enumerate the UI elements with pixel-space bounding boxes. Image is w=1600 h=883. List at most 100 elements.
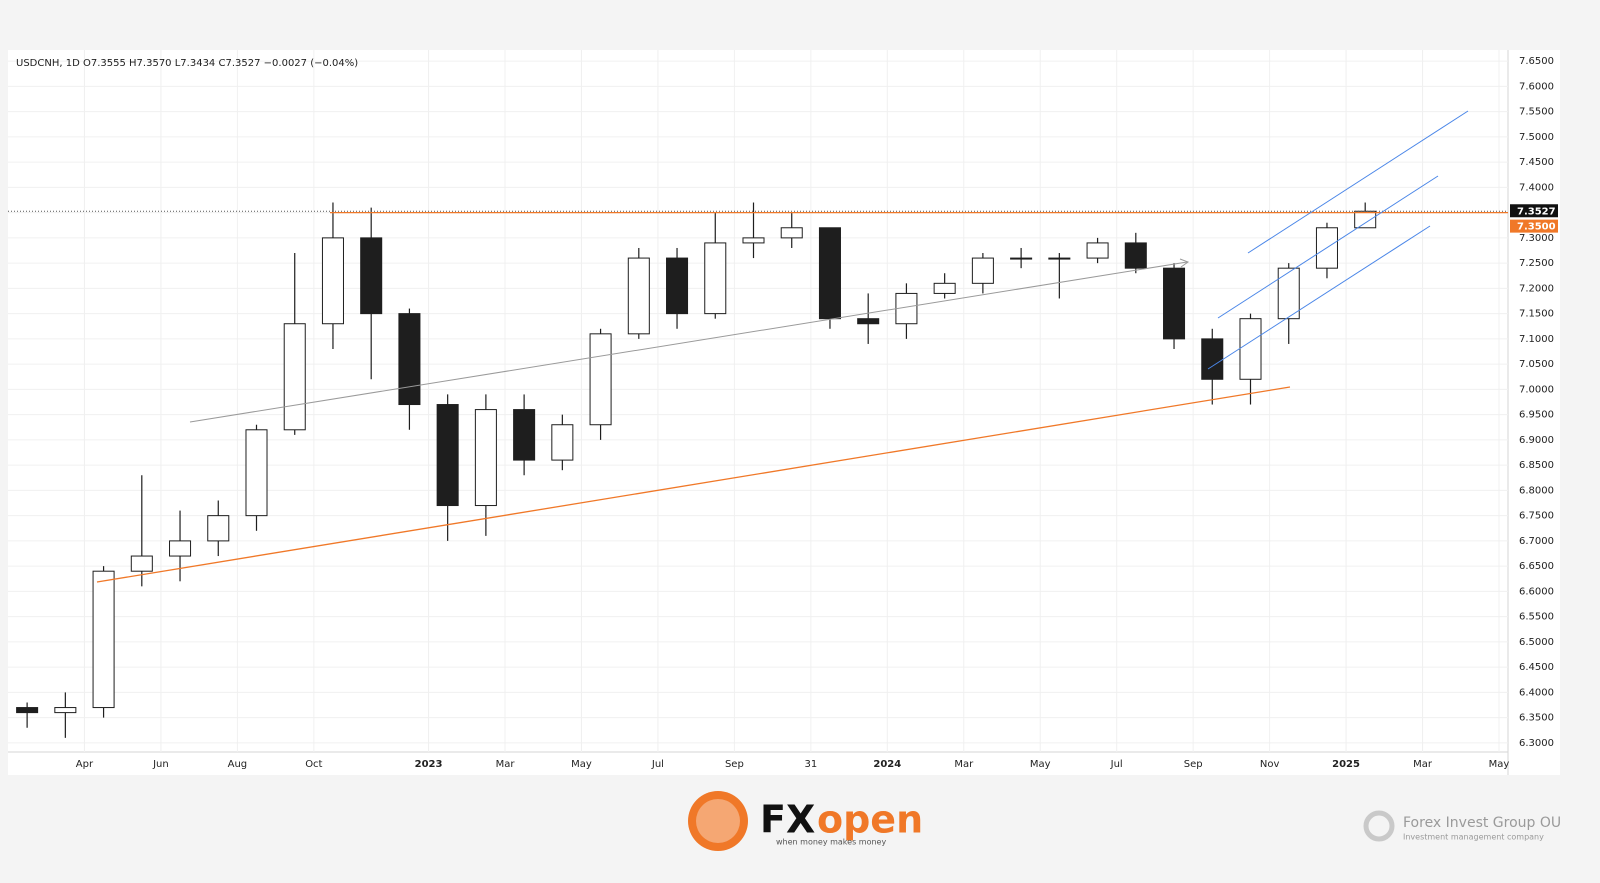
y-tick-label: 6.7000: [1519, 536, 1554, 547]
candle-body: [1086, 242, 1109, 259]
arrow-head: [1179, 258, 1190, 268]
y-tick-label: 6.7500: [1519, 511, 1554, 522]
tagline: when money makes money: [776, 838, 886, 847]
candle-body: [704, 242, 727, 315]
y-tick-label: 7.5500: [1519, 107, 1554, 118]
chart-background: [8, 50, 1560, 775]
y-tick-label: 6.8000: [1519, 485, 1554, 496]
candle-body: [1354, 210, 1377, 229]
y-tick-label: 7.6500: [1519, 56, 1554, 67]
channel-lower: [1207, 225, 1431, 370]
candle-body: [169, 540, 192, 557]
company: Forex Invest Group OU: [1403, 815, 1561, 831]
x-tick-label: Jul: [651, 759, 664, 770]
company-logo: [1363, 810, 1395, 842]
ohlc-value: H7.3570: [129, 58, 172, 69]
candle-body: [54, 707, 77, 714]
symbol: USDCNH, 1D: [16, 58, 80, 69]
last-price-label: 7.3527: [1517, 206, 1556, 217]
y-tick-label: 7.6000: [1519, 81, 1554, 92]
candle-body: [360, 237, 383, 315]
x-tick-label: 2023: [415, 759, 443, 770]
ohlc-value: O7.3555: [83, 58, 126, 69]
y-tick-label: 6.3000: [1519, 738, 1554, 749]
x-tick-label: Sep: [1184, 759, 1203, 770]
logo-emblem: [688, 791, 748, 851]
y-tick-label: 6.3500: [1519, 713, 1554, 724]
y-tick-label: 7.0000: [1519, 384, 1554, 395]
y-tick-label: 7.4500: [1519, 157, 1554, 168]
x-tick-label: Nov: [1260, 759, 1280, 770]
candle-body: [1048, 257, 1071, 260]
candle-body: [245, 429, 268, 517]
y-tick-label: 6.6000: [1519, 586, 1554, 597]
ohlc-value: C7.3527: [218, 58, 260, 69]
candle-body: [398, 313, 421, 406]
header: USDCNH, 1D O7.3555 H7.3570 L7.3434 C7.35…: [16, 58, 358, 69]
candle-body: [513, 409, 536, 461]
y-tick-label: 7.1000: [1519, 334, 1554, 345]
y-tick-label: 6.5500: [1519, 612, 1554, 623]
drawings: [96, 110, 1469, 583]
candle-body: [971, 257, 994, 284]
brand-open: open: [817, 798, 923, 842]
candle-body: [857, 318, 880, 325]
y-tick-label: 7.4000: [1519, 182, 1554, 193]
y-tick-label: 7.2500: [1519, 258, 1554, 269]
y-tick-label: 6.5000: [1519, 637, 1554, 648]
candle-body: [780, 227, 803, 239]
level-label: 7.3500: [1517, 222, 1556, 233]
x-tick-label: Mar: [496, 759, 516, 770]
level-box: [1510, 219, 1558, 233]
x-tick-label: 2024: [873, 759, 901, 770]
candle-body: [742, 237, 765, 244]
candle-body: [1277, 267, 1300, 320]
company-sub: Investment management company: [1403, 833, 1544, 842]
candle-body: [474, 409, 497, 507]
x-tick-label: 2025: [1332, 759, 1360, 770]
x-tick-label: Jun: [152, 759, 169, 770]
y-tick-label: 6.8500: [1519, 460, 1554, 471]
candle-body: [1201, 338, 1224, 380]
y-tick-label: 7.1500: [1519, 309, 1554, 320]
logo-emblem-inner: [696, 799, 740, 843]
y-tick-label: 7.0500: [1519, 359, 1554, 370]
candle-body: [283, 323, 306, 431]
channel-middle: [1217, 175, 1439, 319]
trendline-arrow: [189, 261, 1188, 423]
x-tick-label: Mar: [954, 759, 974, 770]
candle-body: [627, 257, 650, 335]
candle-body: [92, 570, 115, 709]
y-tick-label: 7.2000: [1519, 283, 1554, 294]
y-tick-label: 6.4000: [1519, 687, 1554, 698]
candle-body: [551, 424, 574, 461]
candle-body: [1124, 242, 1147, 269]
candle-body: [436, 404, 459, 507]
footer: FX open when money makes money Forex Inv…: [688, 791, 1561, 851]
candle-body: [818, 227, 841, 320]
candle-body: [321, 237, 344, 325]
candle-body: [16, 707, 39, 714]
y-tick-label: 6.6500: [1519, 561, 1554, 572]
x-tick-label: Apr: [76, 759, 94, 770]
candle-body: [1239, 318, 1262, 380]
candles: [8, 202, 1508, 738]
x-tick-label: May: [1489, 759, 1510, 770]
support-trendline: [96, 386, 1291, 583]
x-tick-label: Sep: [725, 759, 744, 770]
candle-body: [1010, 257, 1033, 260]
candle-body: [207, 515, 230, 542]
candle-body: [1163, 267, 1186, 340]
y-tick-label: 6.9000: [1519, 435, 1554, 446]
y-tick-label: 6.4500: [1519, 662, 1554, 673]
ohlc-value: L7.3434: [175, 58, 216, 69]
x-tick-label: Oct: [305, 759, 322, 770]
y-tick-label: 6.9500: [1519, 410, 1554, 421]
channel-upper: [1247, 110, 1469, 254]
ohlc-value: −0.0027 (−0.04%): [264, 58, 359, 69]
candle-body: [130, 555, 153, 572]
x-tick-label: Aug: [228, 759, 248, 770]
y-tick-label: 7.5000: [1519, 132, 1554, 143]
